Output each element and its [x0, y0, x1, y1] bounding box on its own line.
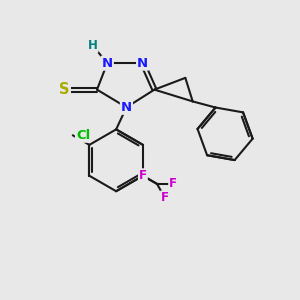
Text: Cl: Cl [76, 129, 90, 142]
Text: F: F [169, 177, 177, 190]
Text: S: S [59, 82, 70, 97]
Text: N: N [137, 57, 148, 70]
Text: H: H [88, 39, 98, 52]
Text: F: F [139, 169, 147, 182]
Text: N: N [102, 57, 113, 70]
Text: F: F [161, 191, 169, 204]
Text: N: N [121, 101, 132, 114]
